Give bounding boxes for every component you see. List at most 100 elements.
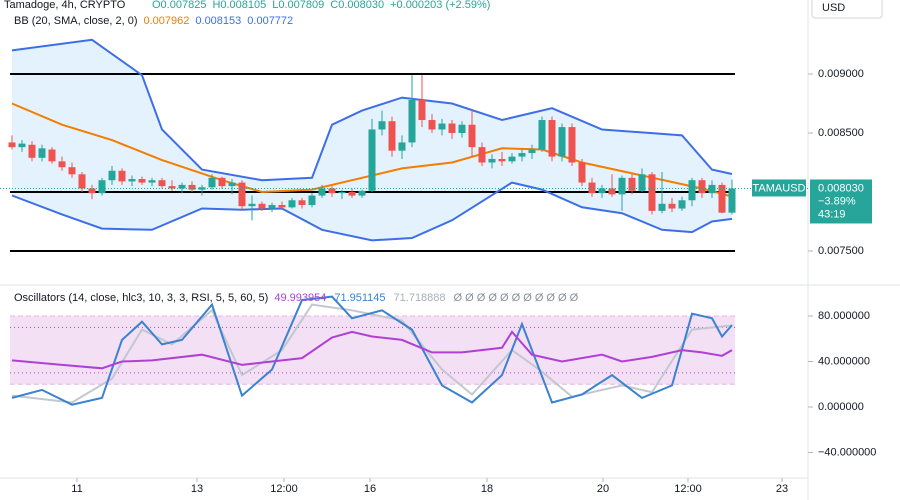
candle-body [528,149,536,154]
countdown: 43:19 [818,208,846,220]
candle-body [448,123,456,133]
candle-body [218,177,226,187]
candle-body [608,188,616,195]
candle-body [248,203,256,207]
y-tick-label: −40.000000 [818,446,876,458]
oscillator-line [11,330,733,370]
candle-body [648,174,656,211]
candle-body [458,124,466,133]
candle-body [18,143,26,148]
bb-legend-title: BB (20, SMA, close, 2, 0) [14,15,138,27]
candle-body [168,186,176,189]
candle-body [268,204,276,209]
bb-legend-value: 0.008153 [195,15,241,27]
candle-body [328,188,336,194]
candle-body [368,129,376,191]
candle-body [618,177,626,195]
candle-body [688,180,696,201]
candle-body [578,162,586,183]
candle-body [278,204,286,208]
oscillator-line [11,303,733,404]
x-tick-label: 11 [71,483,82,495]
currency: USD [822,2,845,14]
candle-body [148,180,156,183]
candle-body [158,180,166,187]
candle-body [638,174,646,191]
candle-body [598,188,606,194]
bb-line [11,181,733,242]
candle-body [678,200,686,209]
candle-body [128,179,136,182]
osc-legend-value: Ø Ø Ø Ø Ø Ø Ø Ø Ø Ø Ø [454,292,579,304]
candle-body [258,203,266,209]
y-tick-label: 0.009000 [818,68,864,80]
ohlc-value: L0.007809 [272,0,324,11]
x-tick-label: 12:00 [674,483,702,495]
candle-body [728,188,736,213]
ohlc-value: O0.007825 [152,0,206,11]
osc-legend-value: 71.718888 [394,292,446,304]
candle-body [208,177,216,188]
candle-body [708,184,716,194]
candle-body [588,182,596,194]
candle-body [398,142,406,151]
candle-body [118,170,126,182]
candle-body [8,142,16,148]
y-tick-label: 80.000000 [818,310,870,322]
candle-body [698,180,706,194]
bb-line [11,102,733,198]
ohlc-value: +0.000203 (+2.59%) [390,0,490,11]
candle-body [58,161,66,168]
candle-body [408,99,416,143]
y-tick-label: 0.008500 [818,127,864,139]
bb-legend-value: 0.007962 [144,15,190,27]
candle-body [628,177,636,191]
candle-body [78,174,86,189]
y-tick-label: 0.000000 [818,401,864,413]
candle-body [98,180,106,194]
candle-body [378,121,386,130]
osc-legend-value: 71.951145 [334,292,385,304]
candle-body [38,148,46,158]
candle-body [438,123,446,130]
osc-title: Oscillators (14, close, hlc3, 10, 3, 3, … [14,292,268,304]
candle-body [108,170,116,181]
candle-body [518,153,526,157]
candle-body [658,203,666,211]
ohlc-value: C0.008030 [330,0,384,11]
ohlc-value: H0.008105 [212,0,266,11]
candle-body [298,200,306,205]
price-label: 0.008030 [818,182,864,194]
candle-body [178,184,186,189]
x-tick-label: 23 [776,483,788,495]
candle-body [668,203,676,209]
price-tag [810,179,872,224]
candle-body [488,158,496,163]
candle-body [508,156,516,162]
candle-body [538,120,546,150]
candle-body [558,127,566,157]
x-tick-label: 13 [191,483,203,495]
candle-body [418,99,426,121]
candle-body [308,195,316,205]
candle-body [28,144,36,158]
y-tick-label: 0.007500 [818,245,864,257]
currency-button[interactable] [811,0,883,19]
candle-body [188,184,196,190]
candle-body [568,127,576,163]
x-tick-label: 16 [364,483,376,495]
chart-title: Tamadoge, 4h, CRYPTO [4,0,126,11]
candle-body [338,192,346,194]
y-tick-label: 40.000000 [818,355,870,367]
x-tick-label: 12:00 [270,483,298,495]
x-tick-label: 18 [481,483,493,495]
candle-body [468,124,476,148]
candle-body [718,184,726,213]
candle-body [228,182,236,187]
candle-body [388,121,396,151]
candle-body [548,120,556,157]
candle-body [428,120,436,130]
candle-body [138,179,146,183]
